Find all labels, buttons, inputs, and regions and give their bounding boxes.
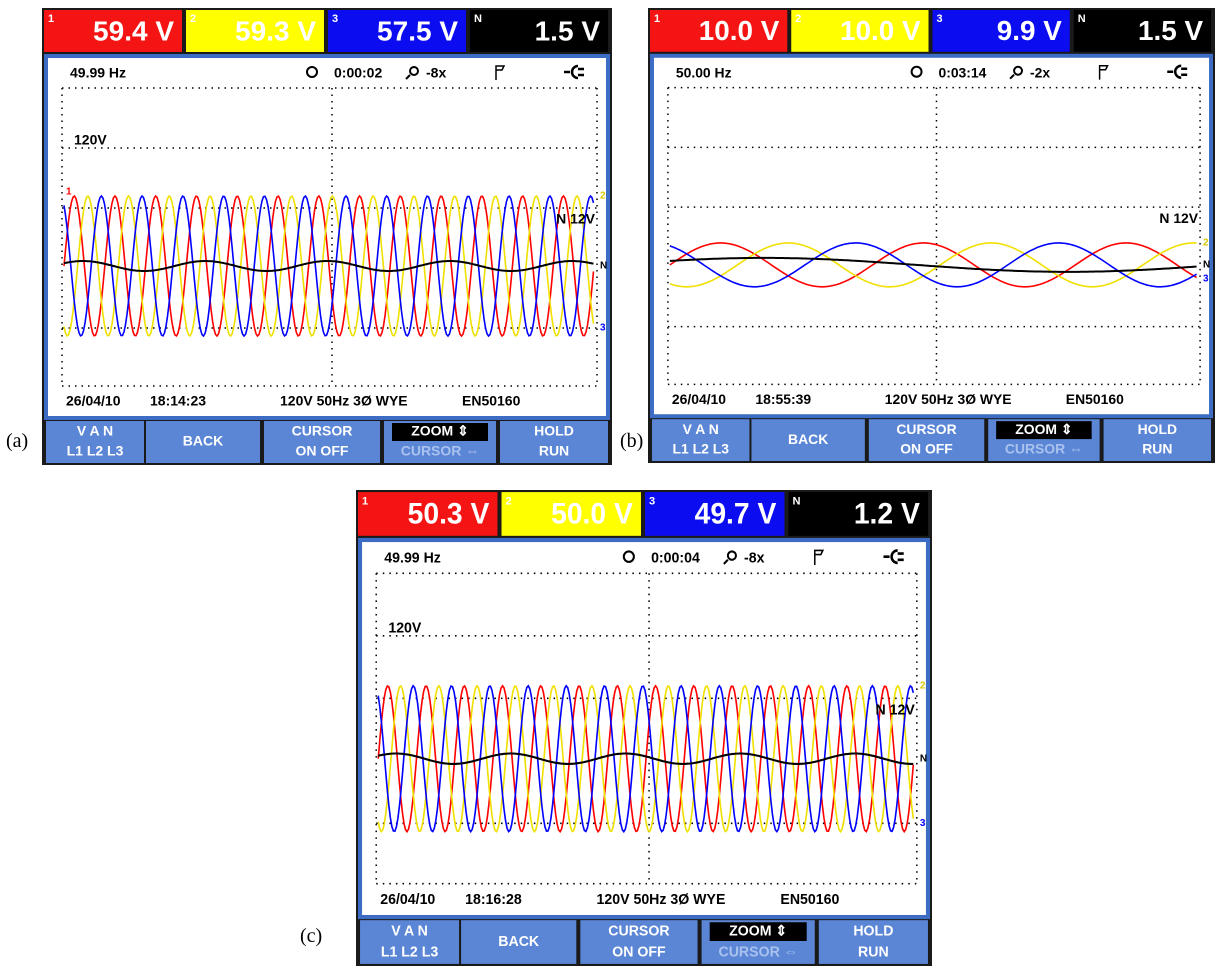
softkey-label: CURSOR ⇔ (719, 944, 798, 960)
elapsed-time: 0:03:14 (938, 64, 986, 80)
reading-index: 3 (936, 13, 942, 25)
reading-index: 3 (332, 13, 338, 25)
neutral-scale: N 12V (876, 702, 916, 718)
neutral-scale: N 12V (1159, 210, 1198, 226)
figure: (a) 1 59.4 V 2 59.3 V 3 57.5 V N 1.5 V 49.99 Hz 0:… (0, 0, 1225, 970)
elapsed-time: 0:00:04 (651, 550, 700, 566)
reading-index: 2 (506, 495, 512, 507)
softkey-label: ZOOM ⇕ (1015, 421, 1072, 437)
panel-label: (a) (6, 430, 28, 453)
frequency: 49.99 Hz (384, 550, 441, 566)
reading-index: 2 (795, 13, 801, 25)
trace-label: N (600, 261, 607, 272)
scale-label: 120V (388, 620, 421, 636)
softkey-label: L1 L2 L3 (381, 944, 438, 960)
softkey-label: RUN (539, 443, 569, 459)
softkey-label: BACK (788, 431, 828, 447)
softkey-label: V A N (391, 923, 428, 939)
config: 120V 50Hz 3Ø WYE (280, 393, 408, 409)
neutral-scale: N 12V (556, 211, 596, 227)
softkey-label: HOLD (853, 923, 893, 939)
date: 26/04/10 (380, 892, 435, 908)
softkey-label: CURSOR (896, 421, 956, 437)
reading-value: 10.0 V (699, 15, 780, 46)
reading-index: 1 (48, 13, 54, 25)
screen (652, 56, 1211, 416)
trace-label: 2 (920, 680, 926, 691)
reading-index: 1 (654, 13, 660, 25)
analyzer-screen: 1 10.0 V 2 10.0 V 3 9.9 V N 1.5 V 50.00 Hz 0:03:1… (648, 8, 1215, 463)
reading-index: 2 (190, 13, 196, 25)
reading-index: N (793, 495, 801, 507)
frequency: 49.99 Hz (70, 65, 126, 81)
analyzer-screen: 1 50.3 V 2 50.0 V 3 49.7 V N 1.2 V 49.99 Hz 0:00:… (356, 490, 932, 966)
softkey-label: HOLD (1138, 421, 1177, 437)
softkey-label: V A N (77, 423, 113, 439)
time: 18:16:28 (465, 892, 522, 908)
softkey-label: HOLD (534, 423, 574, 439)
trace-label: 3 (600, 323, 606, 334)
frequency: 50.00 Hz (676, 64, 732, 80)
softkey-label: CURSOR ⇔ (401, 443, 480, 459)
panel-label: (b) (620, 430, 643, 453)
reading-value: 59.3 V (235, 15, 316, 46)
softkey-label: ZOOM ⇕ (729, 923, 787, 939)
reading-index: 1 (362, 495, 368, 507)
reading-value: 50.3 V (408, 498, 490, 530)
trace-label: N (920, 753, 927, 764)
softkey-label: RUN (1142, 441, 1172, 457)
reading-index: N (474, 13, 482, 25)
softkey-label: V A N (683, 421, 719, 437)
scale-label: 120V (74, 132, 107, 148)
time: 18:14:23 (150, 393, 206, 409)
analyzer-screen: 1 59.4 V 2 59.3 V 3 57.5 V N 1.5 V 49.99 Hz 0:00:… (42, 8, 612, 465)
trace-label: 1 (66, 187, 72, 198)
standard: EN50160 (462, 393, 521, 409)
reading-value: 9.9 V (997, 15, 1062, 46)
softkey-label: BACK (498, 934, 539, 950)
time: 18:55:39 (755, 391, 811, 407)
reading-value: 59.4 V (93, 15, 174, 46)
softkey-label: BACK (183, 433, 223, 449)
reading-value: 50.0 V (551, 498, 633, 530)
reading-value: 1.5 V (535, 15, 601, 46)
panel-label: (c) (300, 925, 322, 948)
trace-label: 3 (1203, 273, 1209, 284)
trace-label: 2 (600, 191, 606, 202)
trace-label: N (1203, 259, 1210, 270)
reading-value: 1.2 V (854, 498, 920, 530)
softkey-label: L1 L2 L3 (67, 443, 124, 459)
config: 120V 50Hz 3Ø WYE (885, 391, 1012, 407)
softkey-label: ON OFF (296, 443, 349, 459)
zoom: -8x (744, 550, 764, 566)
trace-label: 3 (920, 818, 926, 829)
reading-value: 1.5 V (1138, 15, 1203, 46)
softkey-label: CURSOR (292, 423, 353, 439)
standard: EN50160 (1066, 391, 1124, 407)
softkey-label: ZOOM ⇕ (411, 423, 469, 439)
standard: EN50160 (780, 892, 839, 908)
zoom: -2x (1030, 64, 1050, 80)
trace-label: 2 (1203, 238, 1209, 249)
date: 26/04/10 (672, 391, 726, 407)
reading-value: 57.5 V (377, 15, 458, 46)
reading-value: 10.0 V (840, 15, 921, 46)
softkey-label: ON OFF (612, 944, 666, 960)
softkey-label: ON OFF (900, 441, 953, 457)
date: 26/04/10 (66, 393, 121, 409)
zoom: -8x (426, 65, 446, 81)
softkey-label: CURSOR ⇔ (1005, 441, 1083, 457)
softkey-label: CURSOR (608, 923, 670, 939)
config: 120V 50Hz 3Ø WYE (597, 892, 726, 908)
elapsed-time: 0:00:02 (334, 65, 382, 81)
reading-index: N (1078, 13, 1086, 25)
softkey-label: RUN (858, 944, 889, 960)
reading-index: 3 (649, 495, 655, 507)
reading-value: 49.7 V (695, 498, 777, 530)
softkey-label: L1 L2 L3 (672, 441, 729, 457)
